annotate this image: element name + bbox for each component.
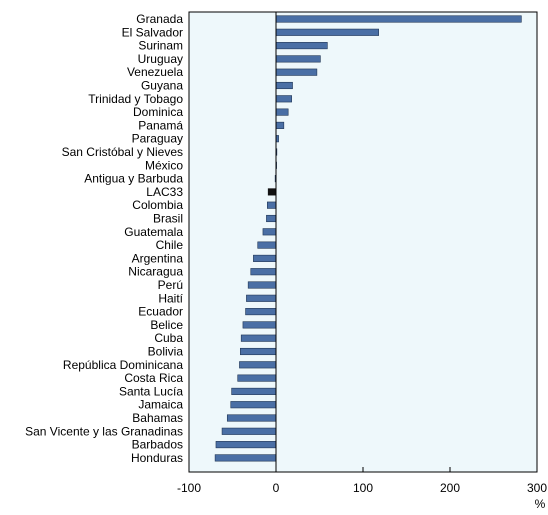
category-label-barbados: Barbados [132,438,183,452]
bar-costa-rica [237,374,277,382]
category-label-nicaragua: Nicaragua [128,265,183,279]
x-axis-unit-label: % [535,497,546,510]
category-label-costa-rica: Costa Rica [124,371,183,385]
category-label-venezuela: Venezuela [127,65,183,79]
bar-lac33 [267,188,277,196]
plot-border [188,11,538,473]
category-label-bahamas: Bahamas [132,411,183,425]
category-label-trinidad-y-tobago: Trinidad y Tobago [88,92,183,106]
category-label-colombia: Colombia [132,198,183,212]
bar-bahamas [226,414,277,422]
category-label-belice: Belice [150,318,183,332]
bar-guatemala [262,228,277,236]
bar-jamaica [230,401,277,409]
bar-bolivia [240,347,277,356]
bar-ecuador [245,308,277,316]
category-label-haiti: Haití [158,291,183,305]
bar-santa-lucia [231,387,277,395]
bar-venezuela [275,68,318,76]
bar-peru [247,281,277,289]
category-label-antigua-y-barbuda: Antigua y Barbuda [84,172,183,186]
bar-guyana [275,81,293,90]
category-label-paraguay: Paraguay [132,132,183,146]
category-label-san-vicente-y-las-granadinas: San Vicente y las Granadinas [25,424,183,438]
x-tick-label-0: 0 [273,481,280,495]
category-label-peru: Perú [158,278,183,292]
bar-el-salvador [275,28,379,36]
category-label-jamaica: Jamaica [138,398,183,412]
category-label-republica-dominicana: República Dominicana [63,358,183,372]
category-label-guyana: Guyana [141,79,183,93]
bar-barbados [215,441,277,449]
bar-dominica [275,108,289,116]
bar-trinidad-y-tobago [275,95,292,103]
bar-chile [257,241,277,249]
bar-argentina [253,254,277,262]
bar-cuba [240,334,277,342]
category-label-bolivia: Bolivia [148,345,184,359]
category-label-el-salvador: El Salvador [122,25,183,39]
category-label-santa-lucia: Santa Lucía [119,384,183,398]
bar-brasil [266,214,277,223]
category-label-ecuador: Ecuador [138,305,183,319]
category-label-surinam: Surinam [138,39,183,53]
x-tick-label-300: 300 [527,481,547,495]
category-label-dominica: Dominica [133,105,183,119]
bar-nicaragua [250,268,277,276]
bar-granada [275,15,522,23]
category-label-granada: Granada [136,12,183,26]
category-label-mexico: México [145,158,183,172]
category-label-argentina: Argentina [132,251,184,265]
category-label-san-cristobal-y-nieves: San Cristóbal y Nieves [62,145,183,159]
category-label-uruguay: Uruguay [138,52,183,66]
x-tick-label-200: 200 [440,481,460,495]
category-label-honduras: Honduras [131,451,183,465]
category-label-chile: Chile [156,238,184,252]
x-tick-label--100: -100 [177,481,201,495]
category-label-brasil: Brasil [153,212,183,226]
bar-republica-dominicana [239,361,277,369]
category-label-lac33: LAC33 [146,185,183,199]
bar-panama [275,121,285,129]
bar-honduras [214,454,277,462]
category-label-panama: Panamá [138,118,183,132]
bar-colombia [266,201,277,209]
bar-belice [242,321,277,329]
category-label-cuba: Cuba [154,331,183,345]
bar-surinam [275,42,328,50]
bar-uruguay [275,55,321,63]
category-label-guatemala: Guatemala [124,225,183,239]
x-tick-label-100: 100 [353,481,373,495]
plot-area [189,12,537,472]
bar-haiti [246,294,277,302]
bar-san-vicente-y-las-granadinas [221,427,277,435]
